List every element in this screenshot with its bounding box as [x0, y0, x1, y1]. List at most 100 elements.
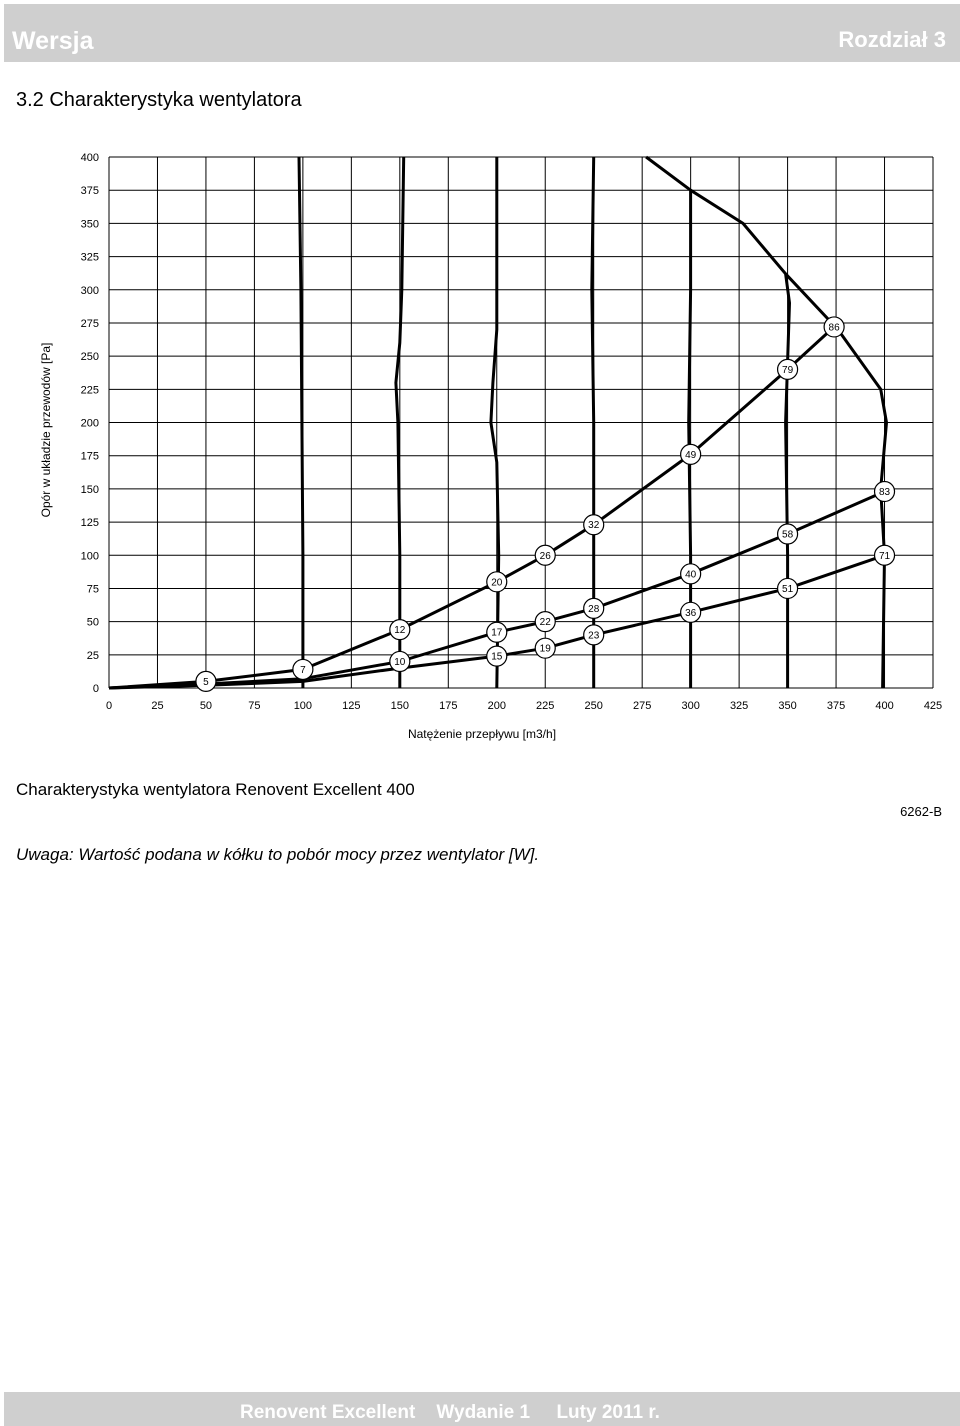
power-marker — [680, 601, 702, 623]
power-label: 58 — [776, 523, 799, 545]
power-label: 32 — [583, 514, 605, 536]
x-tick-label: 25 — [151, 700, 163, 712]
power-labels: 5 7 12 10 20 17 15 26 22 19 32 28 23 49 40 36 79 58 51 86 83… — [195, 316, 896, 692]
x-tick-label: 325 — [730, 700, 748, 712]
x-tick-label: 275 — [633, 700, 651, 712]
power-marker — [873, 544, 896, 566]
x-tick-label: 425 — [924, 700, 942, 712]
power-label: 28 — [583, 597, 605, 619]
y-tick-label: 375 — [81, 185, 99, 197]
power-marker — [583, 624, 605, 646]
x-tick-label: 375 — [827, 700, 845, 712]
power-label: 79 — [776, 358, 799, 380]
x-tick-label: 250 — [585, 700, 603, 712]
header-version: Wersja — [12, 27, 94, 55]
power-value: 79 — [782, 365, 794, 376]
power-value: 51 — [782, 584, 794, 595]
power-marker — [776, 577, 799, 600]
power-marker — [534, 637, 556, 659]
header-chapter: Rozdział 3 — [838, 27, 946, 52]
power-label: 23 — [583, 624, 605, 646]
power-label: 49 — [680, 443, 702, 465]
power-value: 86 — [829, 322, 841, 333]
power-value: 5 — [203, 677, 209, 688]
figure-code: 6262-B — [900, 804, 942, 819]
y-tick-label: 250 — [81, 351, 99, 363]
power-label: 40 — [680, 563, 702, 585]
fan-curve-3 — [489, 157, 501, 689]
power-label: 10 — [389, 650, 411, 673]
power-label: 17 — [486, 621, 508, 643]
x-tick-label: 400 — [875, 700, 893, 712]
power-value: 83 — [879, 487, 891, 498]
chart-caption: Charakterystyka wentylatora Renovent Exc… — [16, 780, 415, 799]
power-value: 36 — [685, 608, 697, 619]
power-value: 40 — [685, 569, 697, 580]
power-label: 19 — [534, 637, 556, 659]
footer-bar — [4, 1392, 960, 1426]
x-tick-label: 300 — [681, 700, 699, 712]
y-tick-label: 400 — [81, 152, 99, 164]
y-tick-label: 150 — [81, 484, 99, 496]
power-marker — [873, 480, 896, 503]
power-label: 5 — [195, 670, 217, 692]
fan-curve-6 — [689, 188, 791, 688]
power-label: 36 — [680, 601, 702, 623]
power-label: 7 — [292, 658, 314, 681]
tick-labels: 0 25 50 75 100 125 150 175 200 225 250 275 300 325 350… — [81, 152, 943, 712]
power-label: 12 — [389, 618, 411, 641]
x-tick-label: 75 — [248, 700, 260, 712]
fan-curve-2 — [394, 156, 406, 688]
y-tick-label: 75 — [87, 583, 99, 595]
footer-date: Luty 2011 r. — [556, 1402, 660, 1423]
power-marker — [680, 443, 702, 465]
power-value: 32 — [588, 520, 600, 531]
power-value: 17 — [491, 628, 503, 639]
x-axis-label: Natężenie przepływu [m3/h] — [408, 727, 556, 741]
power-value: 49 — [685, 450, 697, 461]
x-tick-label: 0 — [106, 700, 112, 712]
y-axis-label: Opór w układzie przewodów [Pa] — [39, 343, 53, 518]
power-marker — [486, 571, 508, 593]
power-label: 83 — [873, 480, 896, 503]
power-marker — [823, 316, 845, 338]
power-label: 86 — [823, 316, 845, 338]
x-tick-label: 350 — [778, 700, 796, 712]
power-value: 26 — [540, 551, 552, 562]
y-tick-label: 300 — [81, 285, 99, 297]
x-tick-label: 225 — [536, 700, 554, 712]
system-curve-3 — [108, 553, 885, 690]
power-marker — [486, 621, 508, 643]
y-tick-label: 200 — [81, 418, 99, 430]
power-label: 20 — [486, 571, 508, 593]
power-value: 71 — [879, 551, 891, 562]
power-marker — [389, 650, 411, 673]
section-title: 3.2 Charakterystyka wentylatora — [16, 89, 302, 111]
x-tick-label: 100 — [294, 700, 312, 712]
power-value: 23 — [588, 630, 600, 641]
power-marker — [776, 358, 799, 380]
power-value: 7 — [300, 665, 306, 676]
x-tick-label: 50 — [200, 700, 212, 712]
power-value: 22 — [540, 617, 552, 628]
x-tick-label: 125 — [342, 700, 360, 712]
power-marker — [776, 523, 799, 545]
footer-edition: Wydanie 1 — [436, 1402, 531, 1423]
power-note: Uwaga: Wartość podana w kółku to pobór m… — [16, 845, 540, 864]
system-curve-2 — [108, 490, 886, 690]
power-marker — [486, 645, 508, 667]
power-marker — [292, 658, 314, 681]
power-label: 15 — [486, 645, 508, 667]
system-curve-1 — [108, 325, 836, 690]
y-tick-label: 225 — [81, 384, 99, 396]
power-label: 51 — [776, 577, 799, 600]
x-tick-label: 200 — [488, 700, 506, 712]
y-tick-label: 0 — [93, 683, 99, 695]
power-value: 19 — [540, 644, 552, 655]
power-value: 28 — [588, 604, 600, 615]
power-marker — [583, 597, 605, 619]
fan-characteristic-chart: 5 7 12 10 20 17 15 26 22 19 32 28 23 49 40 36 79 58 51 86 83… — [0, 140, 960, 750]
y-tick-label: 25 — [87, 650, 99, 662]
footer-text: Renovent Excellent Wydanie 1 Luty 2011 r… — [240, 1402, 660, 1424]
power-marker — [534, 611, 556, 633]
